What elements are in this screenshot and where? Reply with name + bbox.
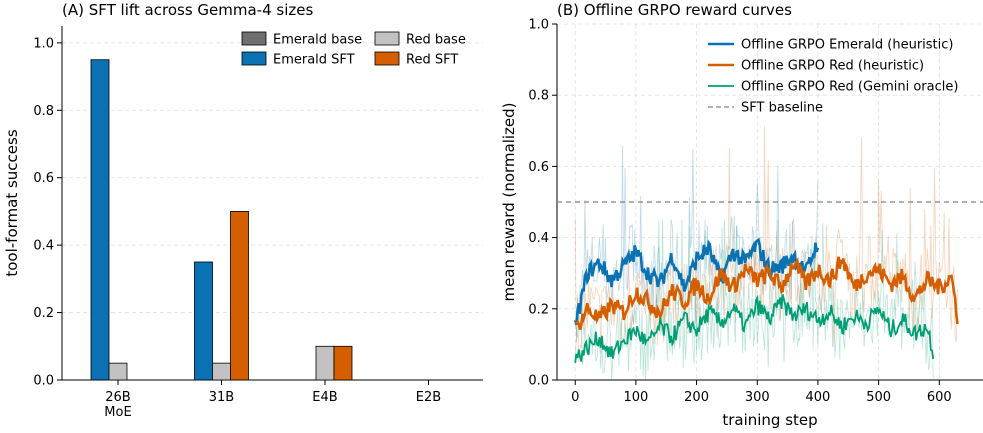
- y-tick-label: 0.2: [33, 306, 54, 321]
- legend-label: Offline GRPO Red (Gemini oracle): [741, 80, 958, 95]
- bar: [315, 345, 335, 381]
- legend-swatch: [241, 51, 267, 66]
- raw-trace: [574, 219, 934, 380]
- x-tick-label: 0: [571, 390, 579, 405]
- raw-trace: [574, 126, 958, 363]
- y-tick-label: 1.0: [528, 18, 549, 33]
- x-tick-label: 31B: [209, 390, 234, 405]
- legend-label: Emerald SFT: [273, 53, 355, 68]
- y-tick-label: 1.0: [33, 36, 54, 51]
- x-tick-label: E4B: [312, 390, 337, 405]
- y-tick-label: 0.6: [528, 160, 549, 175]
- x-axis-label: training step: [722, 411, 817, 429]
- y-tick-label: 0.8: [528, 89, 549, 104]
- x-tick-label: 500: [866, 390, 891, 405]
- y-tick-label: 0.0: [528, 374, 549, 389]
- legend-label: Red base: [406, 33, 466, 48]
- legend-swatch: [241, 31, 267, 46]
- bar: [230, 211, 249, 381]
- bar: [194, 261, 213, 381]
- bar: [333, 345, 353, 381]
- bar: [212, 362, 231, 381]
- x-tick-label: 600: [927, 390, 952, 405]
- x-tick-label: 300: [745, 390, 770, 405]
- bar: [108, 362, 128, 381]
- legend-label: SFT baseline: [741, 101, 823, 116]
- y-tick-label: 0.8: [33, 104, 54, 119]
- y-tick-label: 0.0: [33, 374, 54, 389]
- x-tick-label: 100: [623, 390, 648, 405]
- x-tick-label: 26B: [105, 390, 130, 405]
- x-tick-label: MoE: [104, 405, 131, 420]
- legend-label: Offline GRPO Red (heuristic): [741, 59, 924, 74]
- panel-b: 0.0 0.2 0.4 0.6 0.8 1.0 0 100 200 300 400 500 600 (B)…: [500, 1, 983, 429]
- legend-label: Offline GRPO Emerald (heuristic): [741, 38, 953, 53]
- panel-a-title: (A) SFT lift across Gemma-4 sizes: [62, 1, 313, 19]
- series-line: [573, 237, 820, 326]
- bar: [90, 59, 110, 381]
- legend-swatch: [374, 51, 400, 66]
- y-tick-label: 0.6: [33, 171, 54, 186]
- y-tick-label: 0.2: [528, 302, 549, 317]
- y-axis-label: mean reward (normalized): [500, 102, 518, 301]
- x-tick-label: E2B: [416, 390, 441, 405]
- series-line: [575, 256, 959, 330]
- y-axis-label: tool-format success: [3, 129, 21, 276]
- y-tick-label: 0.4: [528, 231, 549, 246]
- legend-label: Red SFT: [406, 53, 458, 68]
- legend-swatch: [374, 31, 400, 46]
- x-tick-label: 200: [684, 390, 709, 405]
- legend-label: Emerald base: [273, 33, 362, 48]
- panel-b-title: (B) Offline GRPO reward curves: [557, 1, 792, 19]
- x-tick-label: 400: [806, 390, 831, 405]
- series-line: [574, 294, 935, 364]
- y-tick-label: 0.4: [33, 239, 54, 254]
